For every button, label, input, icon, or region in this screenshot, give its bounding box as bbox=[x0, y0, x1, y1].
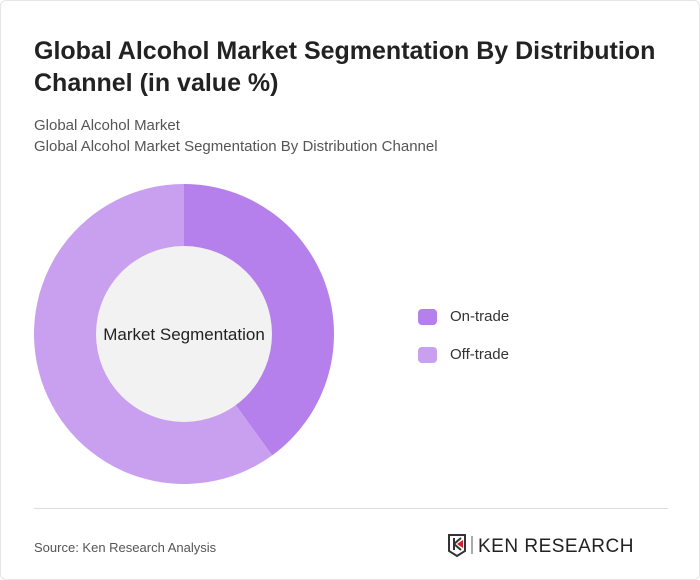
chart-subtitle: Global Alcohol Market bbox=[34, 117, 180, 134]
legend-swatch bbox=[418, 309, 437, 325]
source-text: Source: Ken Research Analysis bbox=[34, 540, 217, 555]
legend-label: Off-trade bbox=[450, 346, 509, 363]
divider bbox=[34, 508, 668, 509]
svg-text:KEN RESEARCH: KEN RESEARCH bbox=[478, 536, 634, 557]
center-label: Market Segmentation bbox=[103, 325, 265, 344]
chart-subtitle-2: Global Alcohol Market Segmentation By Di… bbox=[34, 138, 438, 155]
donut-chart: Market Segmentation bbox=[33, 184, 334, 484]
chart-title: Global Alcohol Market Segmentation By Di… bbox=[34, 37, 656, 97]
legend-swatch bbox=[418, 347, 437, 363]
ken-research-logo: KEN RESEARCH bbox=[448, 534, 634, 557]
donut-center bbox=[96, 246, 272, 422]
legend-label: On-trade bbox=[450, 308, 510, 325]
